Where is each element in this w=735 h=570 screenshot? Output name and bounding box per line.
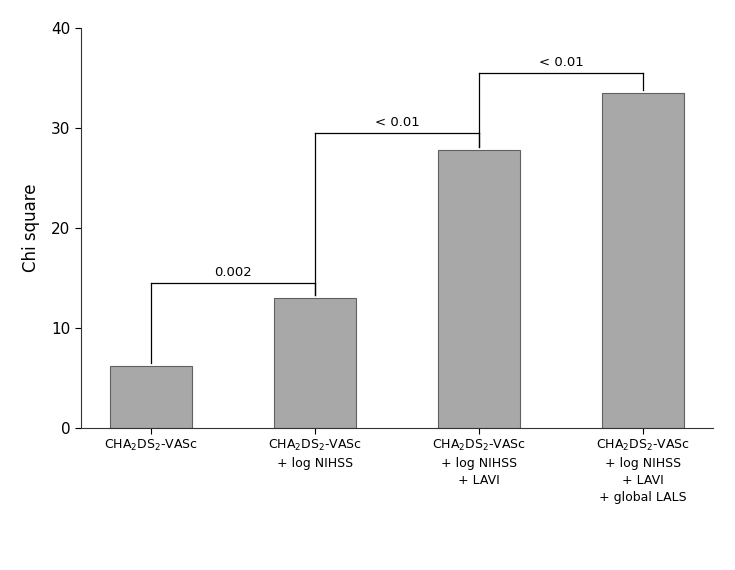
Bar xyxy=(273,298,356,428)
Bar xyxy=(438,150,520,428)
Bar xyxy=(602,93,684,428)
Text: < 0.01: < 0.01 xyxy=(375,116,419,129)
Y-axis label: Chi square: Chi square xyxy=(22,184,40,272)
Text: 0.002: 0.002 xyxy=(214,266,251,279)
Bar xyxy=(110,366,192,428)
Text: < 0.01: < 0.01 xyxy=(539,56,584,70)
